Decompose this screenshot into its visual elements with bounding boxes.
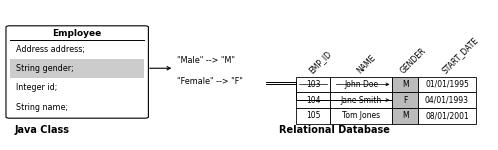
- FancyBboxPatch shape: [6, 26, 148, 118]
- Text: String gender;: String gender;: [16, 64, 74, 73]
- Text: Employee: Employee: [53, 29, 102, 38]
- Text: Relational Database: Relational Database: [279, 125, 390, 135]
- Text: START_DATE: START_DATE: [441, 35, 480, 75]
- Bar: [10, 59, 144, 78]
- Text: Address address;: Address address;: [16, 45, 85, 54]
- Text: EMP_ID: EMP_ID: [307, 49, 333, 75]
- Text: M: M: [402, 111, 409, 120]
- Bar: [296, 76, 330, 92]
- Text: Integer id;: Integer id;: [16, 83, 57, 92]
- Bar: [418, 76, 476, 92]
- Bar: [296, 92, 330, 108]
- Bar: [392, 108, 418, 124]
- Text: 105: 105: [306, 111, 321, 120]
- Text: NAME: NAME: [355, 53, 377, 75]
- Bar: [418, 108, 476, 124]
- Text: John Doe: John Doe: [344, 80, 378, 89]
- Bar: [296, 108, 330, 124]
- Bar: [330, 92, 392, 108]
- Text: F: F: [403, 96, 407, 105]
- Bar: [330, 76, 392, 92]
- Text: Tom Jones: Tom Jones: [342, 111, 380, 120]
- Bar: [330, 108, 392, 124]
- Text: 04/01/1993: 04/01/1993: [425, 96, 469, 105]
- Text: 08/01/2001: 08/01/2001: [425, 111, 469, 120]
- Text: Java Class: Java Class: [15, 125, 70, 135]
- Text: "Male" --> "M": "Male" --> "M": [177, 56, 235, 65]
- Text: String name;: String name;: [16, 103, 68, 112]
- Text: Jane Smith: Jane Smith: [341, 96, 382, 105]
- Text: "Female" --> "F": "Female" --> "F": [177, 77, 243, 86]
- Text: 104: 104: [306, 96, 321, 105]
- Text: 103: 103: [306, 80, 321, 89]
- Text: 01/01/1995: 01/01/1995: [425, 80, 469, 89]
- Bar: [418, 92, 476, 108]
- Text: M: M: [402, 80, 409, 89]
- Bar: [392, 76, 418, 92]
- Text: GENDER: GENDER: [399, 46, 428, 75]
- Bar: [392, 92, 418, 108]
